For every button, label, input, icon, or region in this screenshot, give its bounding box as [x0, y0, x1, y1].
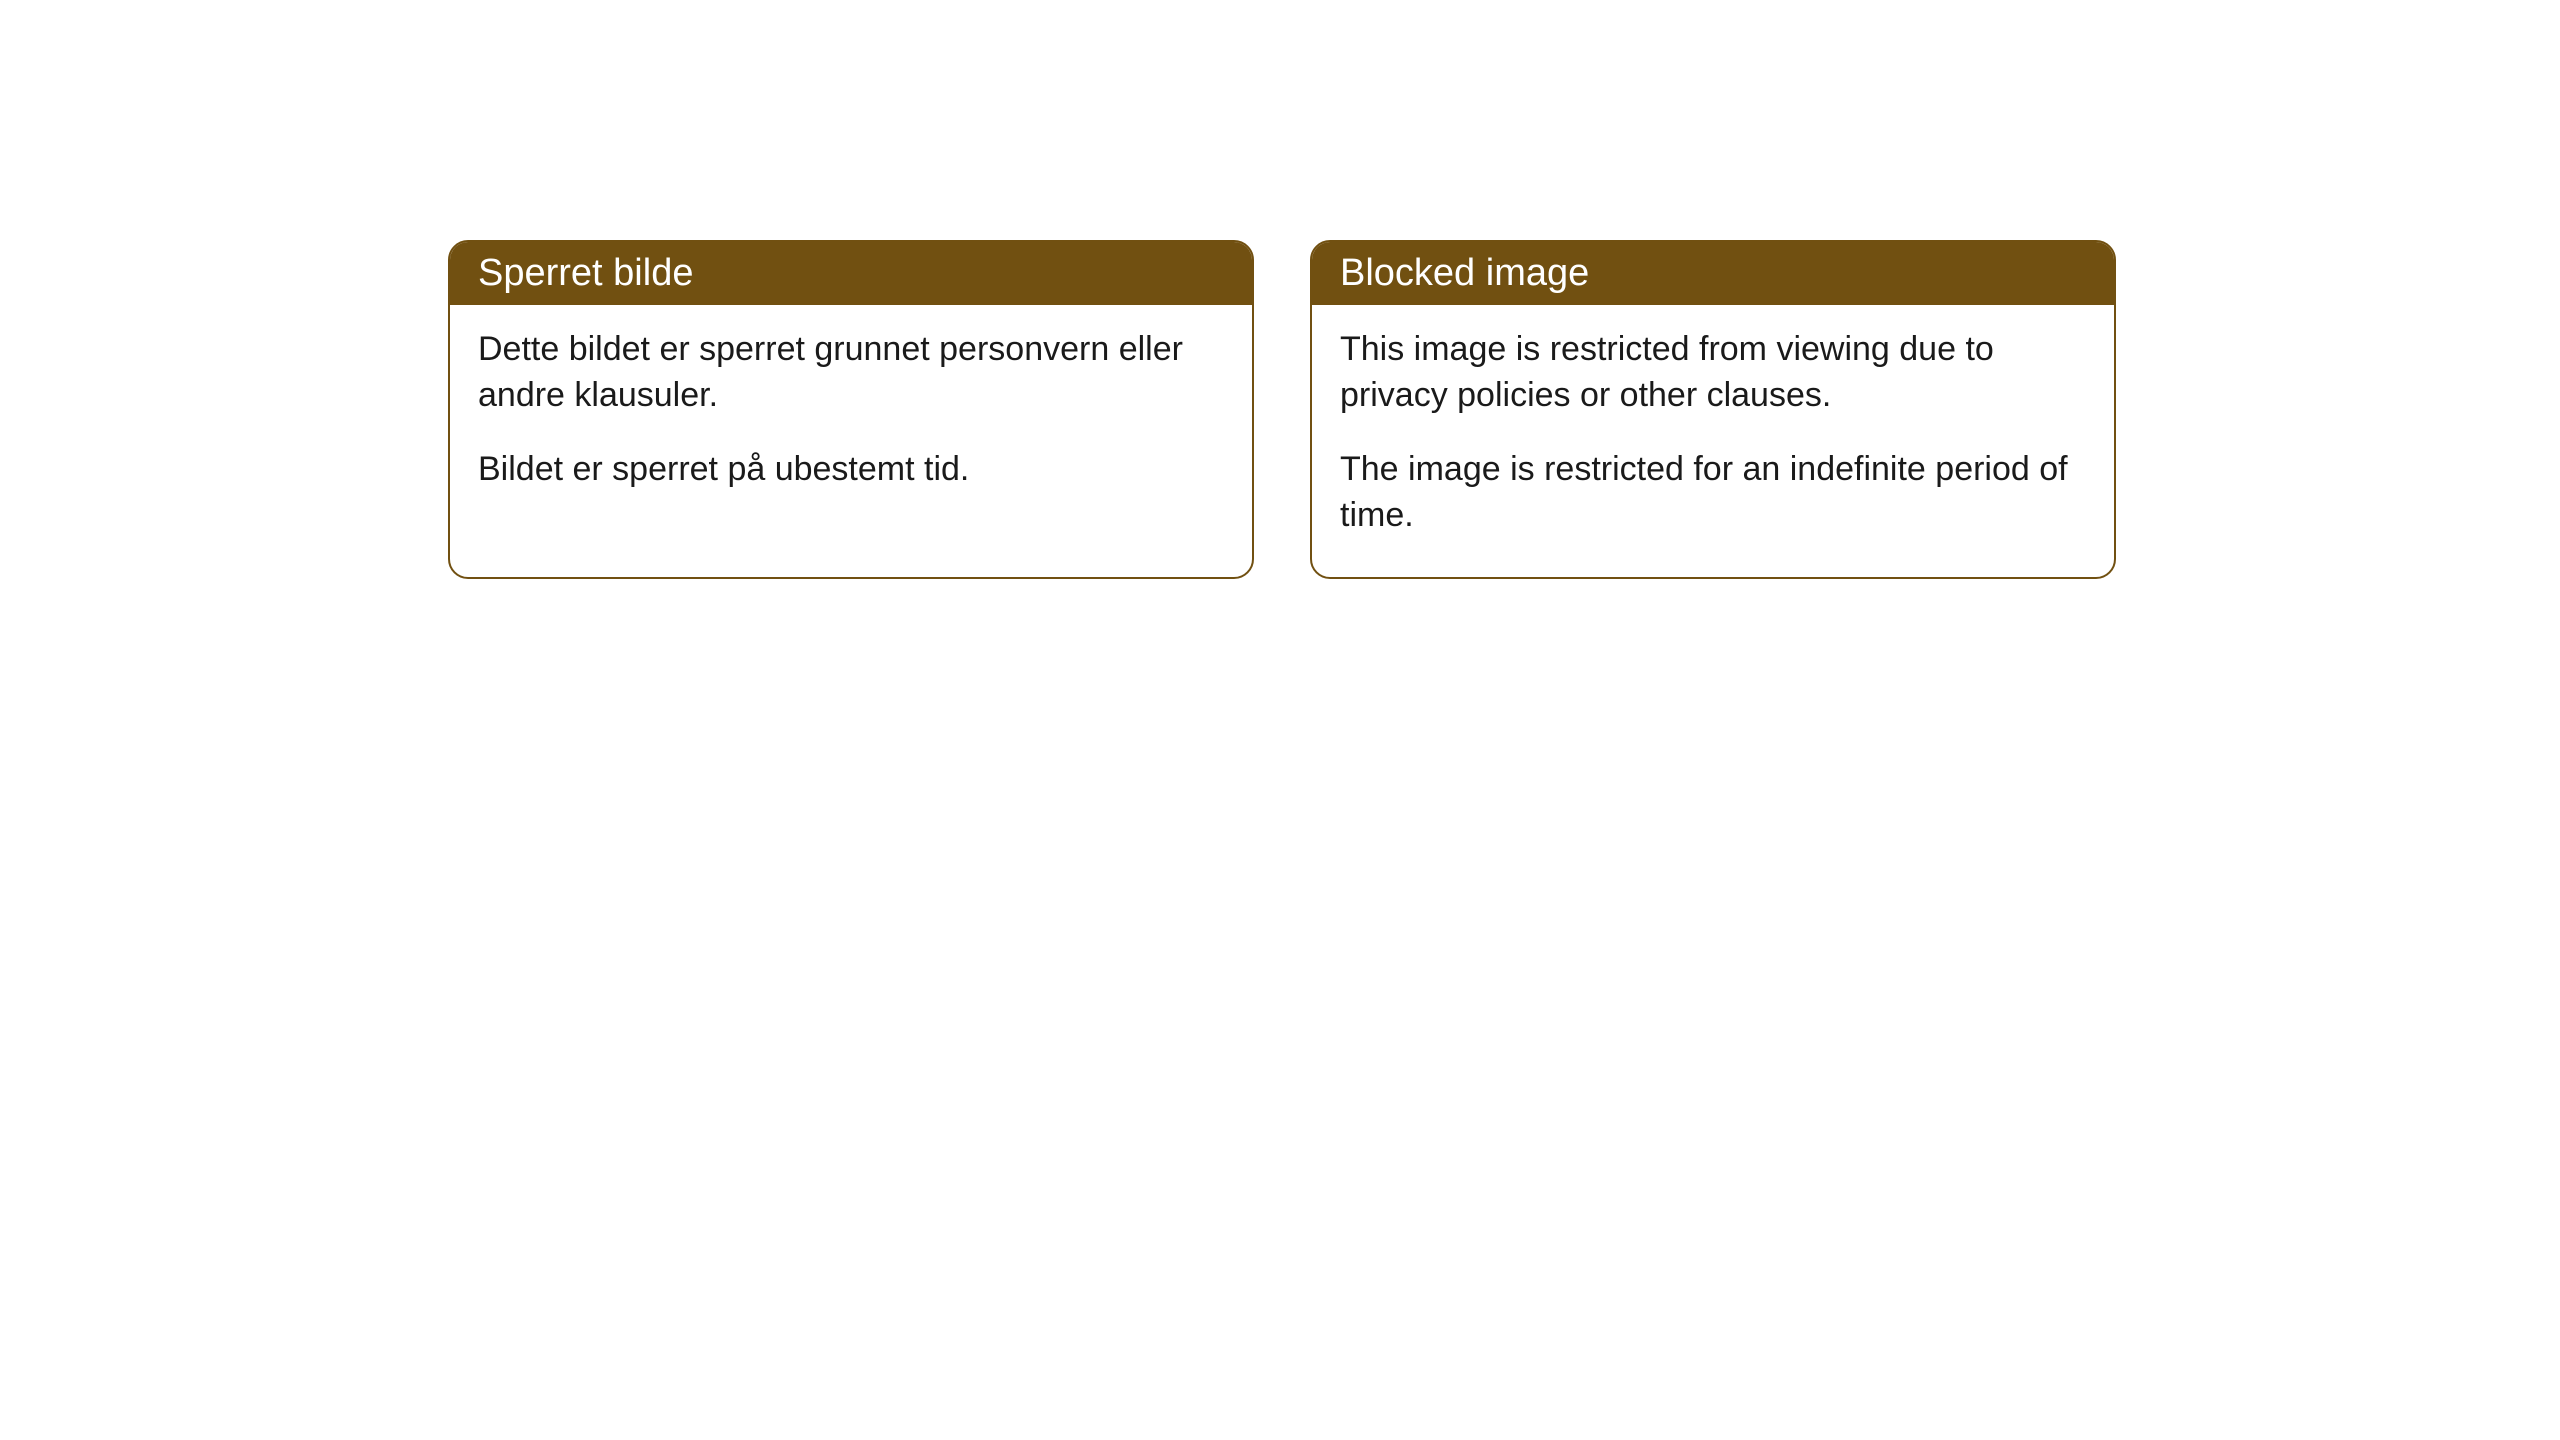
- card-title: Sperret bilde: [478, 252, 693, 294]
- notice-card-english: Blocked image This image is restricted f…: [1310, 240, 2116, 579]
- card-body: This image is restricted from viewing du…: [1312, 305, 2114, 577]
- card-paragraph: This image is restricted from viewing du…: [1340, 327, 2086, 419]
- card-header: Blocked image: [1312, 242, 2114, 305]
- card-paragraph: Bildet er sperret på ubestemt tid.: [478, 447, 1224, 493]
- notice-card-norwegian: Sperret bilde Dette bildet er sperret gr…: [448, 240, 1254, 579]
- card-title: Blocked image: [1340, 252, 1589, 294]
- notice-container: Sperret bilde Dette bildet er sperret gr…: [0, 0, 2560, 579]
- card-paragraph: The image is restricted for an indefinit…: [1340, 447, 2086, 539]
- card-body: Dette bildet er sperret grunnet personve…: [450, 305, 1252, 531]
- card-header: Sperret bilde: [450, 242, 1252, 305]
- card-paragraph: Dette bildet er sperret grunnet personve…: [478, 327, 1224, 419]
